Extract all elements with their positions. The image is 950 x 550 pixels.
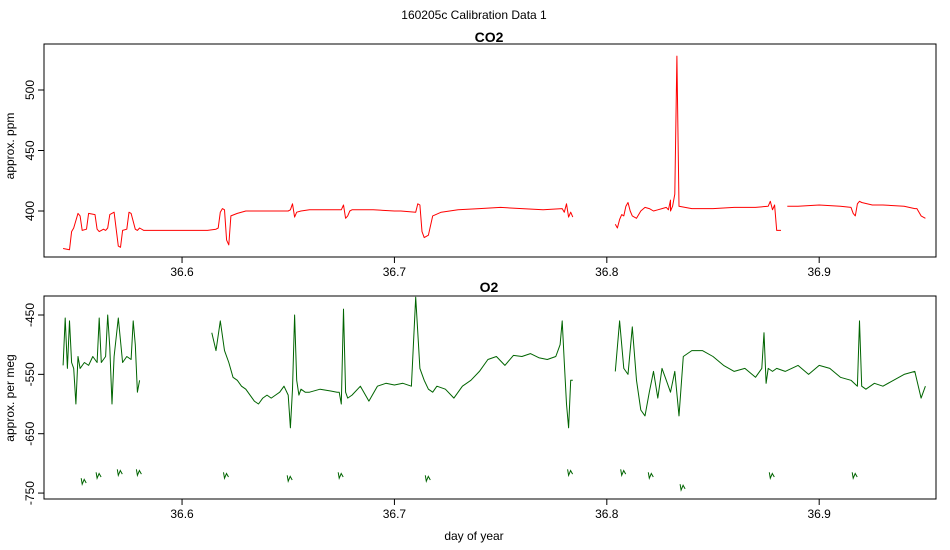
co2-y-tick-label: 400 [23,201,37,221]
co2-x-tick-label: 36.7 [383,265,407,279]
o2-drop-mark [620,469,627,478]
o2-plot-frame [43,295,937,500]
co2-title: CO2 [475,29,504,45]
o2-drop-mark [851,472,858,480]
o2-x-tick-label: 36.9 [808,507,832,521]
o2-y-tick-label: -550 [23,362,37,386]
o2-panel: O2 approx. per meg 36.6 36.7 36.8 36.9 -450… [3,279,937,543]
co2-plot-frame [43,43,937,258]
co2-x-tick-label: 36.9 [808,265,832,279]
o2-series-line-1 [62,314,141,405]
o2-drop-mark [286,475,293,483]
o2-drop-mark [116,469,123,478]
co2-x-tick-label: 36.8 [595,265,619,279]
o2-drop-mark [647,472,654,480]
o2-x-axis-label: day of year [444,529,503,543]
o2-y-tick-label: -750 [23,481,37,505]
o2-drop-mark [135,469,142,478]
co2-y-tick-label: 500 [23,80,37,100]
figure-suptitle: 160205c Calibration Data 1 [401,8,547,22]
o2-drop-mark [80,478,87,486]
co2-x-tick-label: 36.6 [170,265,194,279]
co2-panel: CO2 approx. ppm 36.6 36.7 36.8 36.9 400 450 5… [3,29,937,279]
co2-series-line-3 [787,200,926,219]
o2-drop-mark [223,472,229,480]
o2-y-tick-label: -450 [23,303,37,327]
co2-series-line-1 [63,203,574,251]
o2-series-line-2 [211,296,573,429]
o2-drop-mark [679,484,686,492]
o2-y-tick-label: -650 [23,421,37,445]
o2-x-tick-label: 36.7 [383,507,407,521]
o2-series-line-3 [614,320,926,417]
o2-drop-mark [424,475,431,483]
co2-series-line-2 [614,55,781,231]
o2-drop-mark [337,472,344,480]
co2-y-tick-label: 450 [23,140,37,160]
o2-title: O2 [480,279,499,295]
o2-drop-mark [567,469,574,478]
co2-y-axis-label: approx. ppm [3,113,17,180]
o2-drop-mark [95,472,102,480]
o2-x-tick-label: 36.6 [170,507,194,521]
o2-drop-mark [768,472,775,480]
o2-x-tick-label: 36.8 [595,507,619,521]
o2-y-axis-label: approx. per meg [3,354,17,441]
